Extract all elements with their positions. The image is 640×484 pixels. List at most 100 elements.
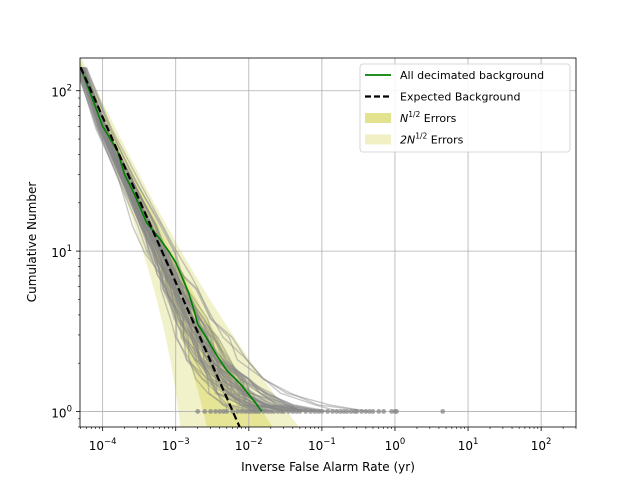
realization-endpoint-4 bbox=[217, 409, 223, 414]
background-realization-line bbox=[80, 72, 254, 413]
background-realization-line bbox=[80, 71, 244, 412]
background-realization-line bbox=[80, 70, 256, 413]
background-realization-line bbox=[83, 67, 324, 413]
background-realization-line bbox=[80, 72, 260, 412]
realization-endpoint-43 bbox=[367, 409, 373, 414]
realization-endpoint-32 bbox=[325, 409, 331, 414]
background-realization-line bbox=[80, 69, 260, 413]
background-realization-line bbox=[80, 67, 267, 413]
realization-endpoint-29 bbox=[312, 409, 318, 414]
background-realization-line bbox=[82, 67, 322, 413]
y-tick-label-1: 101 bbox=[51, 244, 72, 260]
legend-key-band2 bbox=[365, 134, 391, 145]
y-axis-label: Cumulative Number bbox=[25, 182, 39, 303]
legend-label-band1: N1/2 Errors bbox=[400, 110, 457, 125]
background-realization-line bbox=[80, 67, 273, 413]
background-realization-line bbox=[80, 67, 270, 412]
background-realization-line bbox=[80, 74, 247, 413]
realization-endpoint-44 bbox=[370, 409, 376, 414]
background-realization-line bbox=[80, 77, 255, 413]
background-realization-line bbox=[84, 67, 370, 413]
realization-endpoint-45 bbox=[376, 409, 382, 414]
realization-endpoint-19 bbox=[271, 409, 277, 414]
x-tick-label-4: 100 bbox=[385, 437, 406, 453]
realization-endpoint-38 bbox=[348, 409, 354, 414]
background-realization-line bbox=[82, 67, 324, 413]
error-bands bbox=[80, 58, 299, 427]
realization-endpoint-16 bbox=[261, 409, 267, 414]
realization-endpoint-35 bbox=[338, 409, 343, 414]
realization-endpoint-25 bbox=[294, 409, 299, 414]
x-tick-label-1: 10−3 bbox=[162, 437, 190, 453]
background-realization-line bbox=[80, 67, 266, 413]
realization-endpoint-33 bbox=[330, 409, 335, 414]
x-tick-label-2: 10−2 bbox=[235, 437, 263, 453]
background-realization-line bbox=[80, 75, 228, 412]
realization-endpoint-37 bbox=[344, 409, 350, 414]
realization-endpoint-24 bbox=[290, 409, 296, 414]
realization-endpoint-46 bbox=[381, 409, 387, 414]
background-realization-line bbox=[80, 71, 265, 413]
background-realization-line bbox=[80, 67, 254, 412]
realization-endpoint-27 bbox=[303, 409, 309, 414]
realization-endpoint-47 bbox=[389, 409, 395, 414]
background-realization-line bbox=[80, 77, 235, 413]
x-tick-label-0: 10−4 bbox=[89, 437, 117, 453]
legend-label-expected: Expected Background bbox=[400, 91, 520, 104]
background-realization-line bbox=[80, 67, 287, 413]
background-realization-line bbox=[81, 67, 314, 413]
background-realization-line bbox=[80, 67, 303, 413]
realization-endpoint-8 bbox=[235, 409, 240, 414]
background-realization-line bbox=[80, 70, 273, 413]
background-realization-line bbox=[85, 67, 368, 413]
background-realization-line bbox=[80, 67, 255, 412]
x-axis-label: Inverse False Alarm Rate (yr) bbox=[241, 460, 415, 474]
background-realization-line bbox=[80, 67, 266, 413]
realization-endpoint-9 bbox=[239, 409, 245, 414]
realization-endpoint-7 bbox=[230, 409, 235, 414]
realization-endpoint-50 bbox=[440, 409, 446, 414]
background-realization-line bbox=[80, 67, 288, 413]
realization-endpoint-23 bbox=[286, 409, 291, 414]
background-realization-line bbox=[80, 67, 283, 413]
realization-endpoint-34 bbox=[334, 409, 340, 414]
realization-endpoint-22 bbox=[281, 409, 287, 414]
realization-endpoint-5 bbox=[221, 409, 226, 414]
realization-endpoint-1 bbox=[202, 409, 208, 414]
expected-background-line bbox=[80, 66, 241, 427]
x-tick-label-3: 10−1 bbox=[308, 437, 336, 453]
plot-frame bbox=[79, 57, 577, 428]
realization-endpoint-42 bbox=[363, 409, 369, 414]
realization-endpoint-3 bbox=[213, 409, 218, 414]
realization-endpoint-20 bbox=[275, 409, 281, 414]
background-realization-line bbox=[80, 68, 267, 413]
background-realization-line bbox=[80, 67, 305, 413]
background-realization-line bbox=[81, 67, 293, 413]
realization-endpoint-41 bbox=[359, 409, 365, 414]
x-tick-label-6: 102 bbox=[531, 437, 552, 453]
realization-endpoint-2 bbox=[208, 409, 213, 414]
y-tick-label-2: 102 bbox=[51, 84, 72, 100]
background-realization-line bbox=[80, 67, 252, 412]
background-realization-line bbox=[80, 67, 268, 413]
realization-endpoint-28 bbox=[308, 409, 313, 414]
realization-endpoint-31 bbox=[319, 409, 325, 414]
background-realization-line bbox=[81, 67, 301, 413]
realization-endpoint-17 bbox=[265, 409, 270, 414]
y-tick-label-0: 100 bbox=[51, 404, 72, 420]
realization-endpoint-10 bbox=[243, 409, 248, 414]
legend: All decimated background Expected Backgro… bbox=[359, 63, 571, 153]
background-realization-line bbox=[84, 67, 331, 413]
x-tick-label-5: 101 bbox=[458, 437, 479, 453]
realization-endpoint-49 bbox=[394, 409, 399, 414]
background-realization-line bbox=[80, 67, 270, 413]
legend-key-band1 bbox=[365, 113, 391, 123]
realization-endpoint-0 bbox=[195, 409, 201, 414]
axis-ticks: 10−4 10−3 10−2 10−1 100 101 102 100 101 102 bbox=[51, 84, 577, 453]
legend-box bbox=[359, 63, 571, 153]
realization-endpoint-6 bbox=[224, 409, 230, 414]
legend-label-main: All decimated background bbox=[400, 69, 544, 82]
realization-endpoint-30 bbox=[316, 409, 321, 414]
